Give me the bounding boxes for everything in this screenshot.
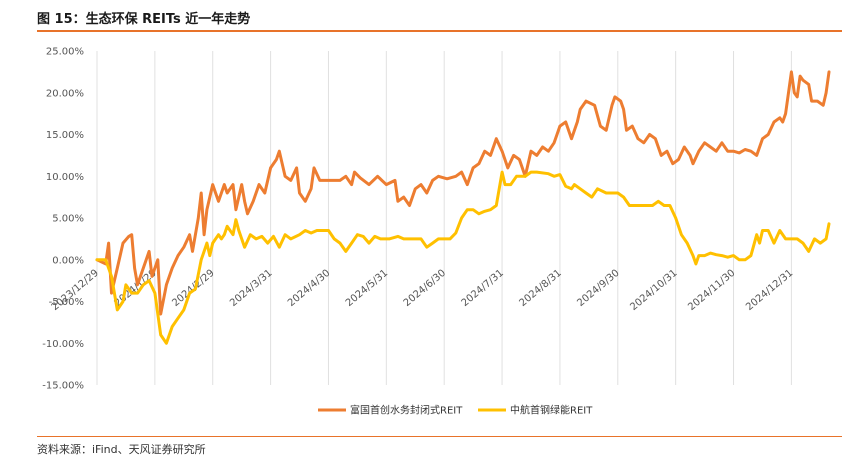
x-tick-label: 2024/8/31: [517, 268, 563, 309]
y-tick-label: -5.00%: [49, 297, 84, 308]
figure-title: 图 15：生态环保 REITs 近一年走势: [37, 12, 251, 27]
legend-label-0: 富国首创水务封闭式REIT: [350, 404, 463, 417]
x-tick-label: 2024/10/31: [628, 268, 679, 313]
chart-legend: 富国首创水务封闭式REIT 中航首钢绿能REIT: [318, 404, 593, 417]
y-tick-label: 5.00%: [52, 214, 84, 225]
series-line-1: [95, 170, 831, 345]
y-tick-label: 20.00%: [46, 88, 84, 99]
y-tick-label: 10.00%: [46, 172, 84, 183]
x-tick-label: 2024/4/30: [286, 268, 332, 309]
y-tick-label: -15.00%: [42, 381, 84, 392]
x-tick-label: 2024/6/30: [402, 268, 448, 309]
x-tick-label: 2024/12/31: [744, 268, 795, 313]
x-tick-label: 2024/9/30: [575, 268, 621, 309]
x-tick-label: 2024/5/31: [344, 268, 390, 309]
x-tick-label: 2024/11/30: [686, 268, 737, 313]
chart-gridlines: [96, 51, 792, 385]
series-line-0: [95, 70, 831, 316]
y-tick-label: -10.00%: [42, 339, 84, 350]
x-tick-label: 2024/7/31: [460, 268, 506, 309]
legend-label-1: 中航首钢绿能REIT: [510, 404, 593, 417]
chart-series: [95, 70, 831, 345]
title-rule: [37, 30, 842, 32]
y-axis-ticks: -15.00% -10.00% -5.00% 0.00% 5.00% 10.00% 15.0…: [42, 47, 84, 392]
line-chart: -15.00% -10.00% -5.00% 0.00% 5.00% 10.00% 15.0…: [42, 47, 831, 417]
x-tick-label: 2024/3/31: [228, 268, 274, 309]
y-tick-label: 15.00%: [46, 130, 84, 141]
source-note: 资料来源：iFind、天风证券研究所: [37, 443, 206, 456]
x-tick-label: 2024/2/29: [170, 268, 216, 309]
footer-rule: [37, 436, 842, 437]
y-tick-label: 25.00%: [46, 47, 84, 58]
y-tick-label: 0.00%: [52, 255, 84, 266]
